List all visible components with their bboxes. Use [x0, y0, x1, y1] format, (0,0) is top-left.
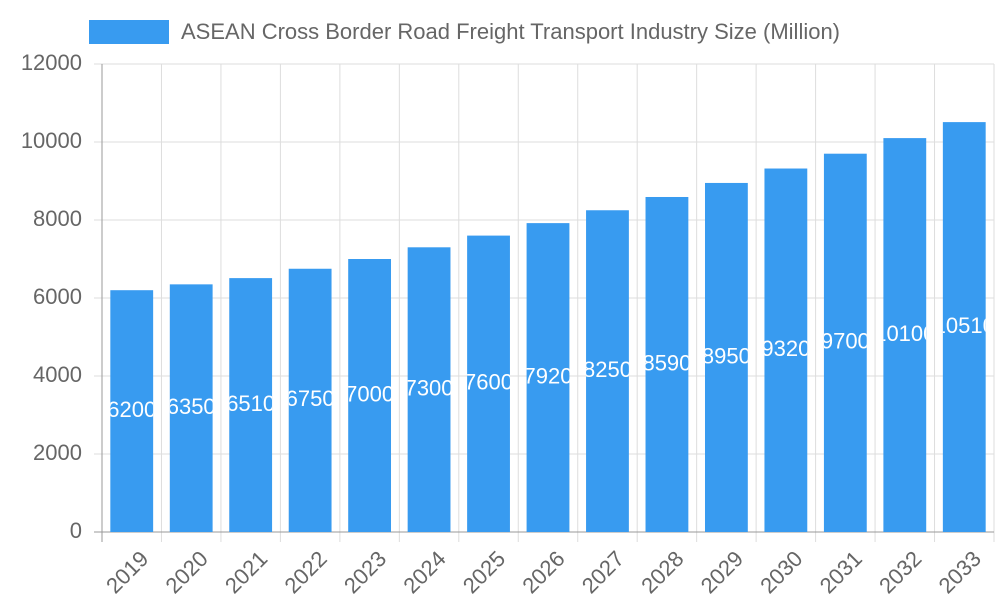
data-label: 8590 [642, 350, 691, 375]
x-tick-label: 2022 [279, 546, 331, 598]
y-tick-label: 12000 [21, 50, 82, 75]
data-label: 8950 [702, 343, 751, 368]
x-tick-label: 2028 [636, 546, 688, 598]
bar [348, 259, 392, 532]
x-tick-label: 2031 [815, 546, 867, 598]
bar [526, 223, 570, 532]
y-tick-label: 0 [70, 518, 82, 543]
x-tick-label: 2019 [101, 546, 153, 598]
bar [764, 168, 808, 532]
data-label: 6350 [167, 394, 216, 419]
bar [169, 284, 213, 532]
data-label: 8250 [583, 357, 632, 382]
y-tick-label: 2000 [33, 440, 82, 465]
data-label: 6750 [286, 386, 335, 411]
bar [229, 278, 273, 532]
bar [586, 210, 629, 532]
legend-swatch [89, 20, 169, 44]
data-label: 10510 [934, 313, 995, 338]
bar [883, 138, 927, 532]
x-tick-label: 2030 [755, 546, 807, 598]
data-label: 7600 [464, 370, 513, 395]
x-tick-label: 2027 [577, 546, 629, 598]
data-label: 9700 [821, 329, 870, 354]
y-tick-label: 4000 [33, 362, 82, 387]
data-label: 6200 [107, 397, 156, 422]
x-tick-label: 2024 [398, 546, 450, 598]
x-tick-label: 2026 [517, 546, 569, 598]
bar [288, 268, 332, 532]
y-tick-label: 6000 [33, 284, 82, 309]
y-tick-label: 8000 [33, 206, 82, 231]
data-label: 7000 [345, 381, 394, 406]
data-label: 7300 [405, 375, 454, 400]
x-tick-label: 2023 [339, 546, 391, 598]
bar [942, 122, 986, 533]
x-tick-label: 2020 [161, 546, 213, 598]
bar [823, 153, 867, 532]
y-tick-label: 10000 [21, 128, 82, 153]
x-tick-label: 2033 [934, 546, 986, 598]
bar [645, 196, 689, 533]
data-label: 7920 [524, 363, 573, 388]
bar [704, 182, 748, 532]
data-label: 10100 [874, 321, 935, 346]
x-tick-label: 2021 [220, 546, 272, 598]
x-tick-label: 2029 [696, 546, 748, 598]
bar [407, 247, 451, 533]
legend-label: ASEAN Cross Border Road Freight Transpor… [181, 19, 840, 44]
bar [467, 235, 510, 532]
x-tick-label: 2025 [458, 546, 510, 598]
bar [110, 290, 154, 532]
data-label: 9320 [761, 336, 810, 361]
data-label: 6510 [226, 391, 275, 416]
x-tick-label: 2032 [874, 546, 926, 598]
